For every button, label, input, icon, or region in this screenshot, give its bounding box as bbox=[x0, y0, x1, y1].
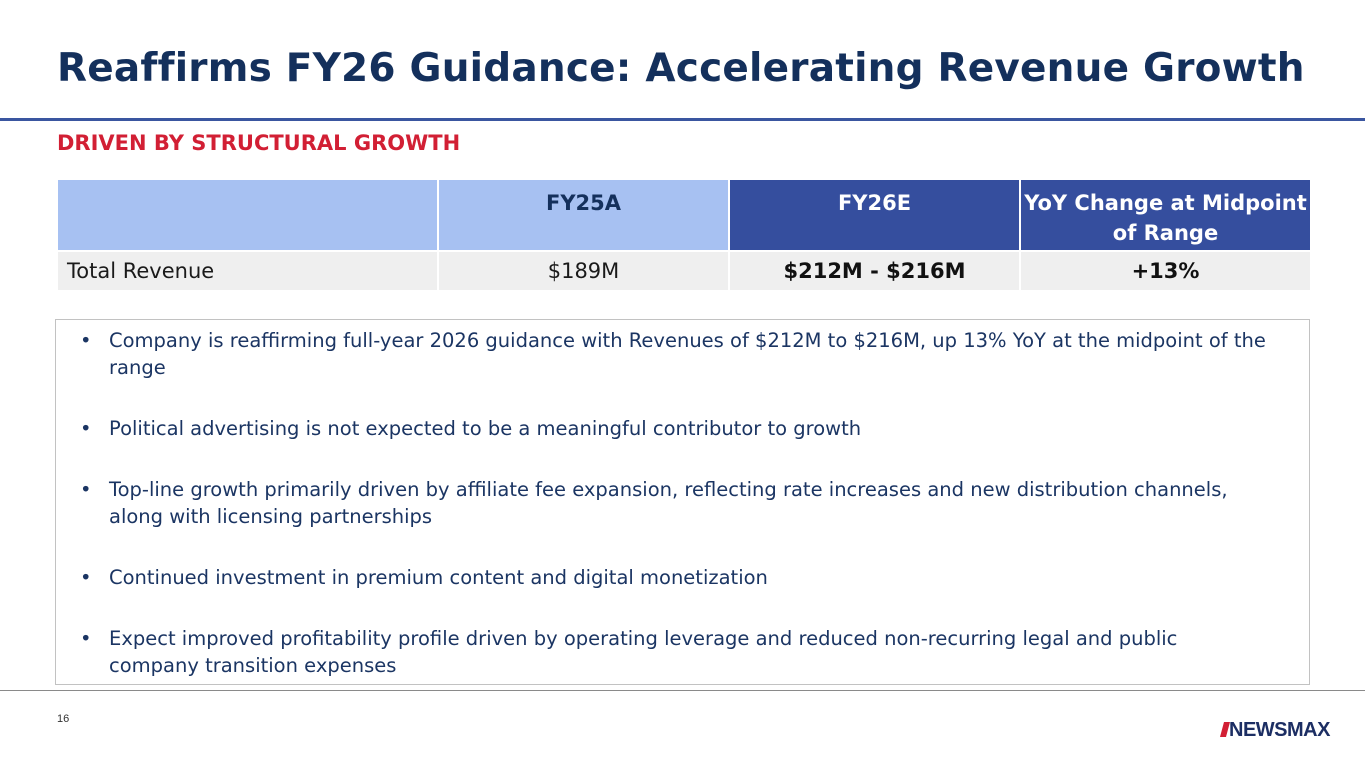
bullet-item: Top-line growth primarily driven by affi… bbox=[80, 476, 1269, 530]
newsmax-logo: NEWSMAX bbox=[1219, 719, 1330, 741]
bullet-list: Company is reaffirming full-year 2026 gu… bbox=[56, 320, 1309, 679]
bullet-item: Expect improved profitability profile dr… bbox=[80, 625, 1269, 679]
bullet-item: Political advertising is not expected to… bbox=[80, 415, 1269, 442]
header-fy26e: FY26E bbox=[728, 178, 1021, 252]
bullet-item: Company is reaffirming full-year 2026 gu… bbox=[80, 327, 1269, 381]
footer-divider bbox=[0, 690, 1365, 691]
table-row: Total Revenue $189M $212M - $216M +13% bbox=[56, 250, 1312, 292]
slide-title: Reaffirms FY26 Guidance: Accelerating Re… bbox=[57, 46, 1305, 91]
header-yoy-change: YoY Change at Midpoint of Range bbox=[1019, 178, 1312, 252]
table-header-row: FY25A FY26E YoY Change at Midpoint of Ra… bbox=[56, 178, 1312, 252]
cell-fy25a-value: $189M bbox=[437, 250, 730, 292]
header-fy25a: FY25A bbox=[437, 178, 730, 252]
row-label-total-revenue: Total Revenue bbox=[56, 250, 439, 292]
guidance-bullets-box: Company is reaffirming full-year 2026 gu… bbox=[55, 319, 1310, 685]
header-empty-cell bbox=[56, 178, 439, 252]
cell-fy26e-value: $212M - $216M bbox=[728, 250, 1021, 292]
cell-yoy-value: +13% bbox=[1019, 250, 1312, 292]
revenue-guidance-table: FY25A FY26E YoY Change at Midpoint of Ra… bbox=[56, 178, 1312, 292]
page-number: 16 bbox=[57, 713, 70, 725]
bullet-item: Continued investment in premium content … bbox=[80, 564, 1269, 591]
title-divider bbox=[0, 118, 1365, 121]
slide-subtitle: DRIVEN BY STRUCTURAL GROWTH bbox=[57, 131, 461, 155]
logo-text: NEWSMAX bbox=[1229, 719, 1330, 741]
